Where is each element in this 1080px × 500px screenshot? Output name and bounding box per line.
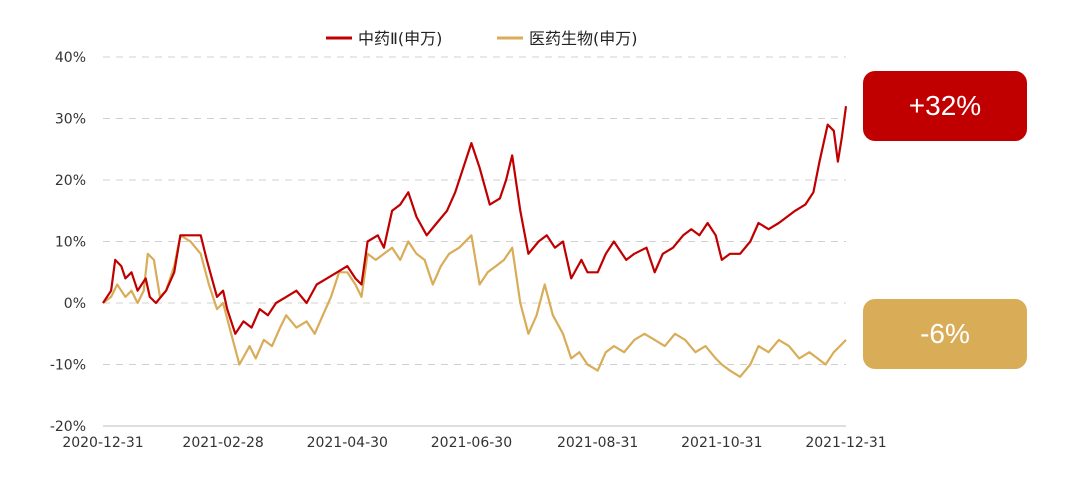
y-tick-label: 10% [55,235,86,251]
series-line-1 [102,234,847,378]
y-tick-label: 40% [55,50,86,66]
y-tick-label: -20% [50,419,86,435]
legend: 中药Ⅱ(申万) 医药生物(申万) [326,29,638,48]
y-tick-label: -10% [50,358,86,374]
y-axis: -20% -10% 0% 10% 20% 30% 40% [50,50,86,435]
x-tick-label: 2021-12-31 [805,435,886,451]
y-tick-label: 0% [64,296,86,312]
callout-red-badge: +32% [863,71,1027,141]
x-tick-label: 2021-06-30 [431,435,512,451]
series-lines [102,106,848,378]
series-line-0 [102,106,848,335]
x-axis: 2020-12-31 2021-02-28 2021-04-30 2021-06-30… [62,425,887,451]
x-tick-label: 2021-02-28 [182,435,263,451]
y-tick-label: 20% [55,173,86,189]
x-tick-label: 2021-10-31 [681,435,762,451]
x-tick-label: 2021-04-30 [307,435,388,451]
y-tick-label: 30% [55,112,86,128]
callout-gold-badge: -6% [863,299,1027,369]
x-tick-label: 2020-12-31 [62,435,143,451]
gridlines [103,56,846,365]
legend-label: 医药生物(申万) [529,29,638,48]
legend-label: 中药Ⅱ(申万) [358,29,442,48]
x-tick-label: 2021-08-31 [557,435,638,451]
